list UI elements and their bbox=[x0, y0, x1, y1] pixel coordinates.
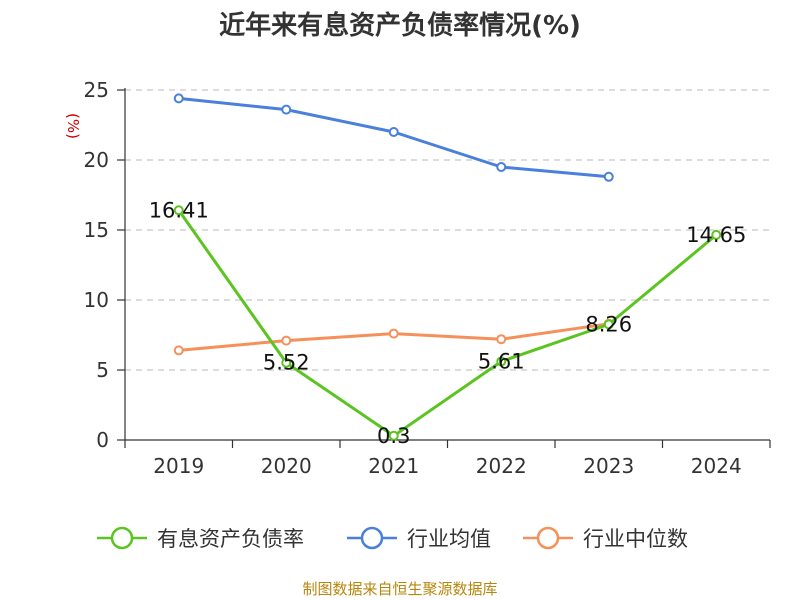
x-tick-label: 2024 bbox=[691, 454, 742, 478]
legend: 有息资产负债率 行业均值 行业中位数 bbox=[97, 526, 688, 551]
data-label: 8.26 bbox=[585, 312, 632, 336]
x-tick-label: 2022 bbox=[476, 454, 527, 478]
gridlines bbox=[125, 89, 770, 371]
data-point bbox=[603, 171, 614, 182]
legend-marker bbox=[360, 526, 384, 550]
data-label: 5.61 bbox=[478, 349, 525, 373]
data-point bbox=[388, 430, 399, 441]
data-point bbox=[711, 229, 722, 240]
x-tick-label: 2019 bbox=[153, 454, 204, 478]
data-labels: 16.41 5.52 0.3 5.61 8.26 14.65 bbox=[149, 198, 747, 448]
y-tick-label: 0 bbox=[96, 428, 109, 452]
series-line-1 bbox=[178, 96, 609, 179]
data-point bbox=[496, 162, 507, 172]
legend-marker bbox=[110, 526, 134, 550]
y-tick-label: 25 bbox=[84, 78, 109, 102]
x-tick-label: 2020 bbox=[261, 454, 312, 478]
legend-marker bbox=[536, 526, 560, 550]
data-point bbox=[603, 319, 614, 330]
data-point bbox=[388, 127, 399, 137]
legend-label: 有息资产负债率 bbox=[157, 527, 304, 551]
data-point bbox=[173, 93, 184, 104]
y-tick-label: 5 bbox=[96, 358, 109, 382]
y-tick-label: 10 bbox=[84, 288, 109, 312]
legend-label: 行业均值 bbox=[407, 527, 491, 551]
y-tick-label: 20 bbox=[84, 148, 109, 172]
data-point bbox=[496, 356, 507, 367]
axes: 0 5 10 15 20 25 2019 2020 2021 2022 2023 2024 bbox=[84, 78, 771, 478]
data-point bbox=[281, 357, 292, 368]
legend-label: 行业中位数 bbox=[583, 527, 688, 551]
series-line-0 bbox=[177, 209, 718, 438]
data-point bbox=[173, 205, 184, 216]
data-point bbox=[496, 334, 507, 345]
y-tick-label: 15 bbox=[84, 218, 109, 242]
data-label: 14.65 bbox=[686, 223, 746, 247]
data-label: 0.3 bbox=[377, 424, 410, 448]
data-point bbox=[281, 335, 292, 346]
data-point bbox=[388, 328, 399, 339]
data-label: 16.41 bbox=[149, 198, 209, 222]
chart-title: 近年来有息资产负债率情况(%) bbox=[219, 10, 581, 41]
data-label: 5.52 bbox=[263, 351, 310, 375]
source-note: 制图数据来自恒生聚源数据库 bbox=[302, 580, 497, 598]
x-tick-label: 2021 bbox=[368, 454, 419, 478]
x-tick-label: 2023 bbox=[583, 454, 634, 478]
data-point bbox=[173, 345, 184, 356]
data-point bbox=[281, 104, 292, 115]
y-axis-unit: (%) bbox=[64, 113, 82, 139]
series-lines bbox=[173, 93, 722, 441]
